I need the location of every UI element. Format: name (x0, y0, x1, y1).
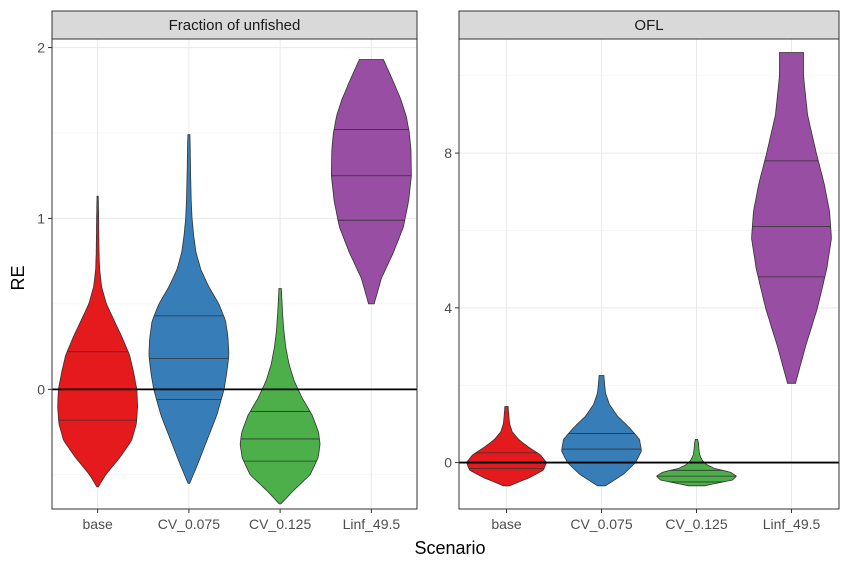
y-tick-label: 8 (444, 145, 452, 161)
y-tick-label: 0 (444, 455, 452, 471)
x-tick-label: Linf_49.5 (343, 516, 401, 532)
violin-CV_0.125 (239, 288, 321, 505)
y-tick-label: 4 (444, 300, 452, 316)
x-axis-title: Scenario (414, 538, 485, 558)
panel-2: OFL 0 4 8 base CV_0.075 CV_0.125 Linf_49.5 (444, 10, 840, 532)
y-tick-label: 1 (37, 210, 45, 226)
violin-Linf_49.5 (751, 52, 832, 384)
facet-strip (51, 10, 418, 40)
violin-base (466, 406, 547, 487)
x-tick-label: base (82, 516, 113, 532)
y-tick-label: 0 (37, 381, 45, 397)
x-tick-label: CV_0.125 (665, 516, 727, 532)
y-axis-title: RE (8, 265, 28, 290)
y-tick-label: 2 (37, 40, 45, 56)
violin-Linf_49.5 (331, 59, 412, 305)
violin-CV_0.075 (561, 375, 642, 487)
x-tick-label: base (491, 516, 522, 532)
panel-1: Fraction of unfished 0 1 2 base CV_0.075 CV_0.… (37, 10, 418, 532)
x-tick-label: Linf_49.5 (763, 516, 821, 532)
x-tick-label: CV_0.125 (249, 516, 311, 532)
x-tick-label: CV_0.075 (158, 516, 220, 532)
facet-title: Fraction of unfished (169, 17, 301, 34)
facet-strip (458, 10, 840, 40)
violin-CV_0.075 (148, 134, 230, 484)
facet-title: OFL (634, 17, 663, 34)
x-tick-label: CV_0.075 (570, 516, 632, 532)
